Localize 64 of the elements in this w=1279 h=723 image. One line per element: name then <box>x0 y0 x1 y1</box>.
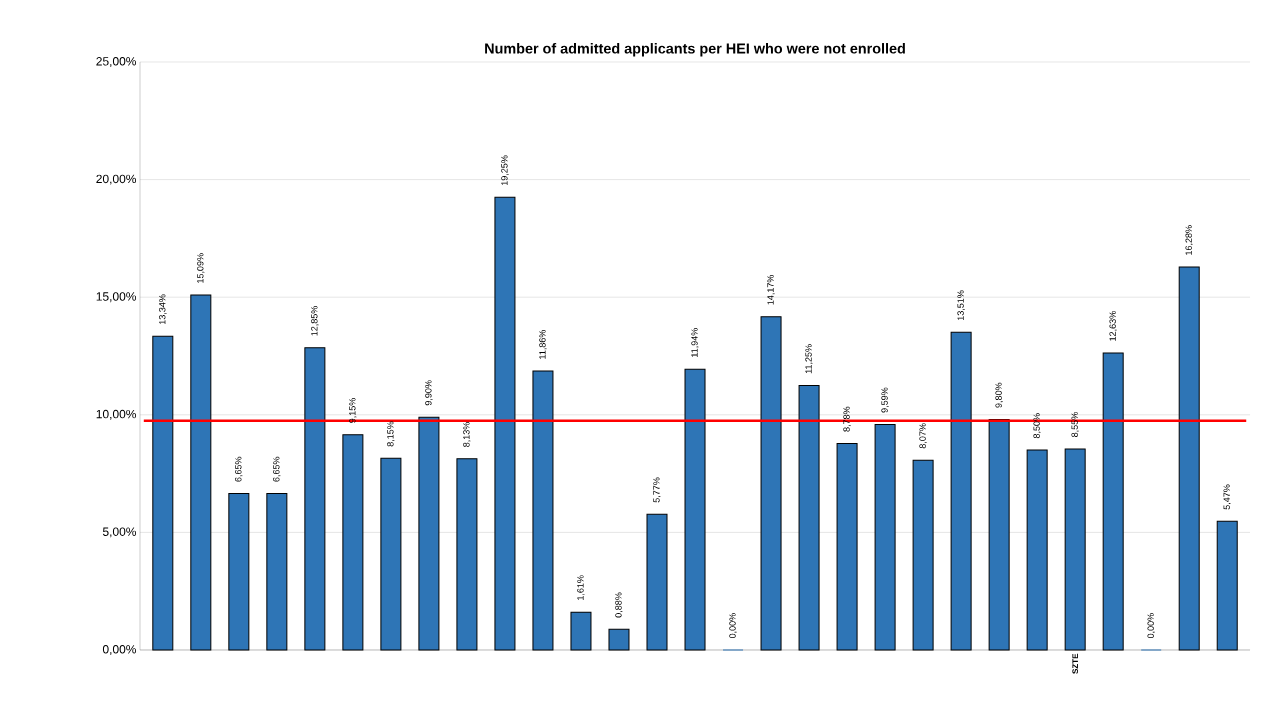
bar <box>1178 266 1200 651</box>
bar <box>684 368 706 651</box>
data-label: 13,34% <box>159 294 167 325</box>
data-label: 0,88% <box>615 592 623 618</box>
data-label: 14,17% <box>767 274 775 305</box>
bar <box>874 423 896 651</box>
data-label: 0,00% <box>729 613 737 639</box>
data-label: 5,77% <box>653 477 661 503</box>
bar <box>950 331 972 651</box>
bar <box>418 416 440 651</box>
data-label: 9,80% <box>995 382 1003 408</box>
bar <box>1026 449 1048 651</box>
data-label: 12,85% <box>311 306 319 336</box>
data-label: 13,51% <box>957 290 965 321</box>
bar <box>646 513 668 651</box>
bar <box>570 611 592 651</box>
data-label: 9,90% <box>425 380 433 406</box>
bar <box>988 419 1010 651</box>
bar <box>266 493 288 651</box>
data-label: 9,59% <box>881 387 889 413</box>
bar <box>760 316 782 651</box>
data-label: 8,50% <box>1033 413 1041 439</box>
bar <box>494 196 516 651</box>
data-label: 12,63% <box>1109 311 1117 341</box>
x-tick-label: SZTE <box>1072 653 1078 674</box>
bar <box>608 628 630 651</box>
data-label: 15,09% <box>197 253 205 283</box>
data-label: 8,78% <box>843 406 851 432</box>
data-label: 8,13% <box>463 422 471 447</box>
bar <box>380 457 402 651</box>
data-label: 8,55% <box>1071 412 1079 437</box>
y-tick-label: 15,00% <box>96 292 137 303</box>
data-label: 9,15% <box>349 398 357 423</box>
y-tick-label: 5,00% <box>102 527 137 538</box>
bar <box>342 434 364 651</box>
data-label: 8,07% <box>919 423 927 449</box>
data-label: 8,15% <box>387 421 395 447</box>
y-tick-label: 10,00% <box>96 409 137 420</box>
y-tick-label: 20,00% <box>96 174 137 185</box>
data-label: 5,47% <box>1223 484 1231 510</box>
data-label: 16,28% <box>1185 225 1193 255</box>
bar <box>152 335 174 651</box>
data-label: 0,00% <box>1147 613 1155 639</box>
bar <box>1064 448 1086 651</box>
data-label: 11,86% <box>539 329 547 359</box>
bar <box>1216 520 1238 651</box>
bar <box>532 370 554 651</box>
bar <box>190 294 212 651</box>
y-tick-label: 25,00% <box>96 57 137 67</box>
y-tick-label: 0,00% <box>102 645 137 655</box>
bar <box>836 442 858 651</box>
data-label: 6,65% <box>273 456 281 482</box>
data-label: 6,65% <box>235 456 243 482</box>
data-label: 1,61% <box>577 575 585 600</box>
bar <box>304 347 326 651</box>
data-label: 19,25% <box>501 155 509 186</box>
data-label: 11,94% <box>691 328 699 357</box>
data-label: 11,25% <box>805 344 813 374</box>
bar <box>1102 352 1124 651</box>
bar <box>798 384 820 651</box>
bar <box>228 493 250 651</box>
chart-title: Number of admitted applicants per HEI who were not enrolled <box>485 43 905 57</box>
bar <box>456 458 478 651</box>
bar <box>912 459 934 651</box>
